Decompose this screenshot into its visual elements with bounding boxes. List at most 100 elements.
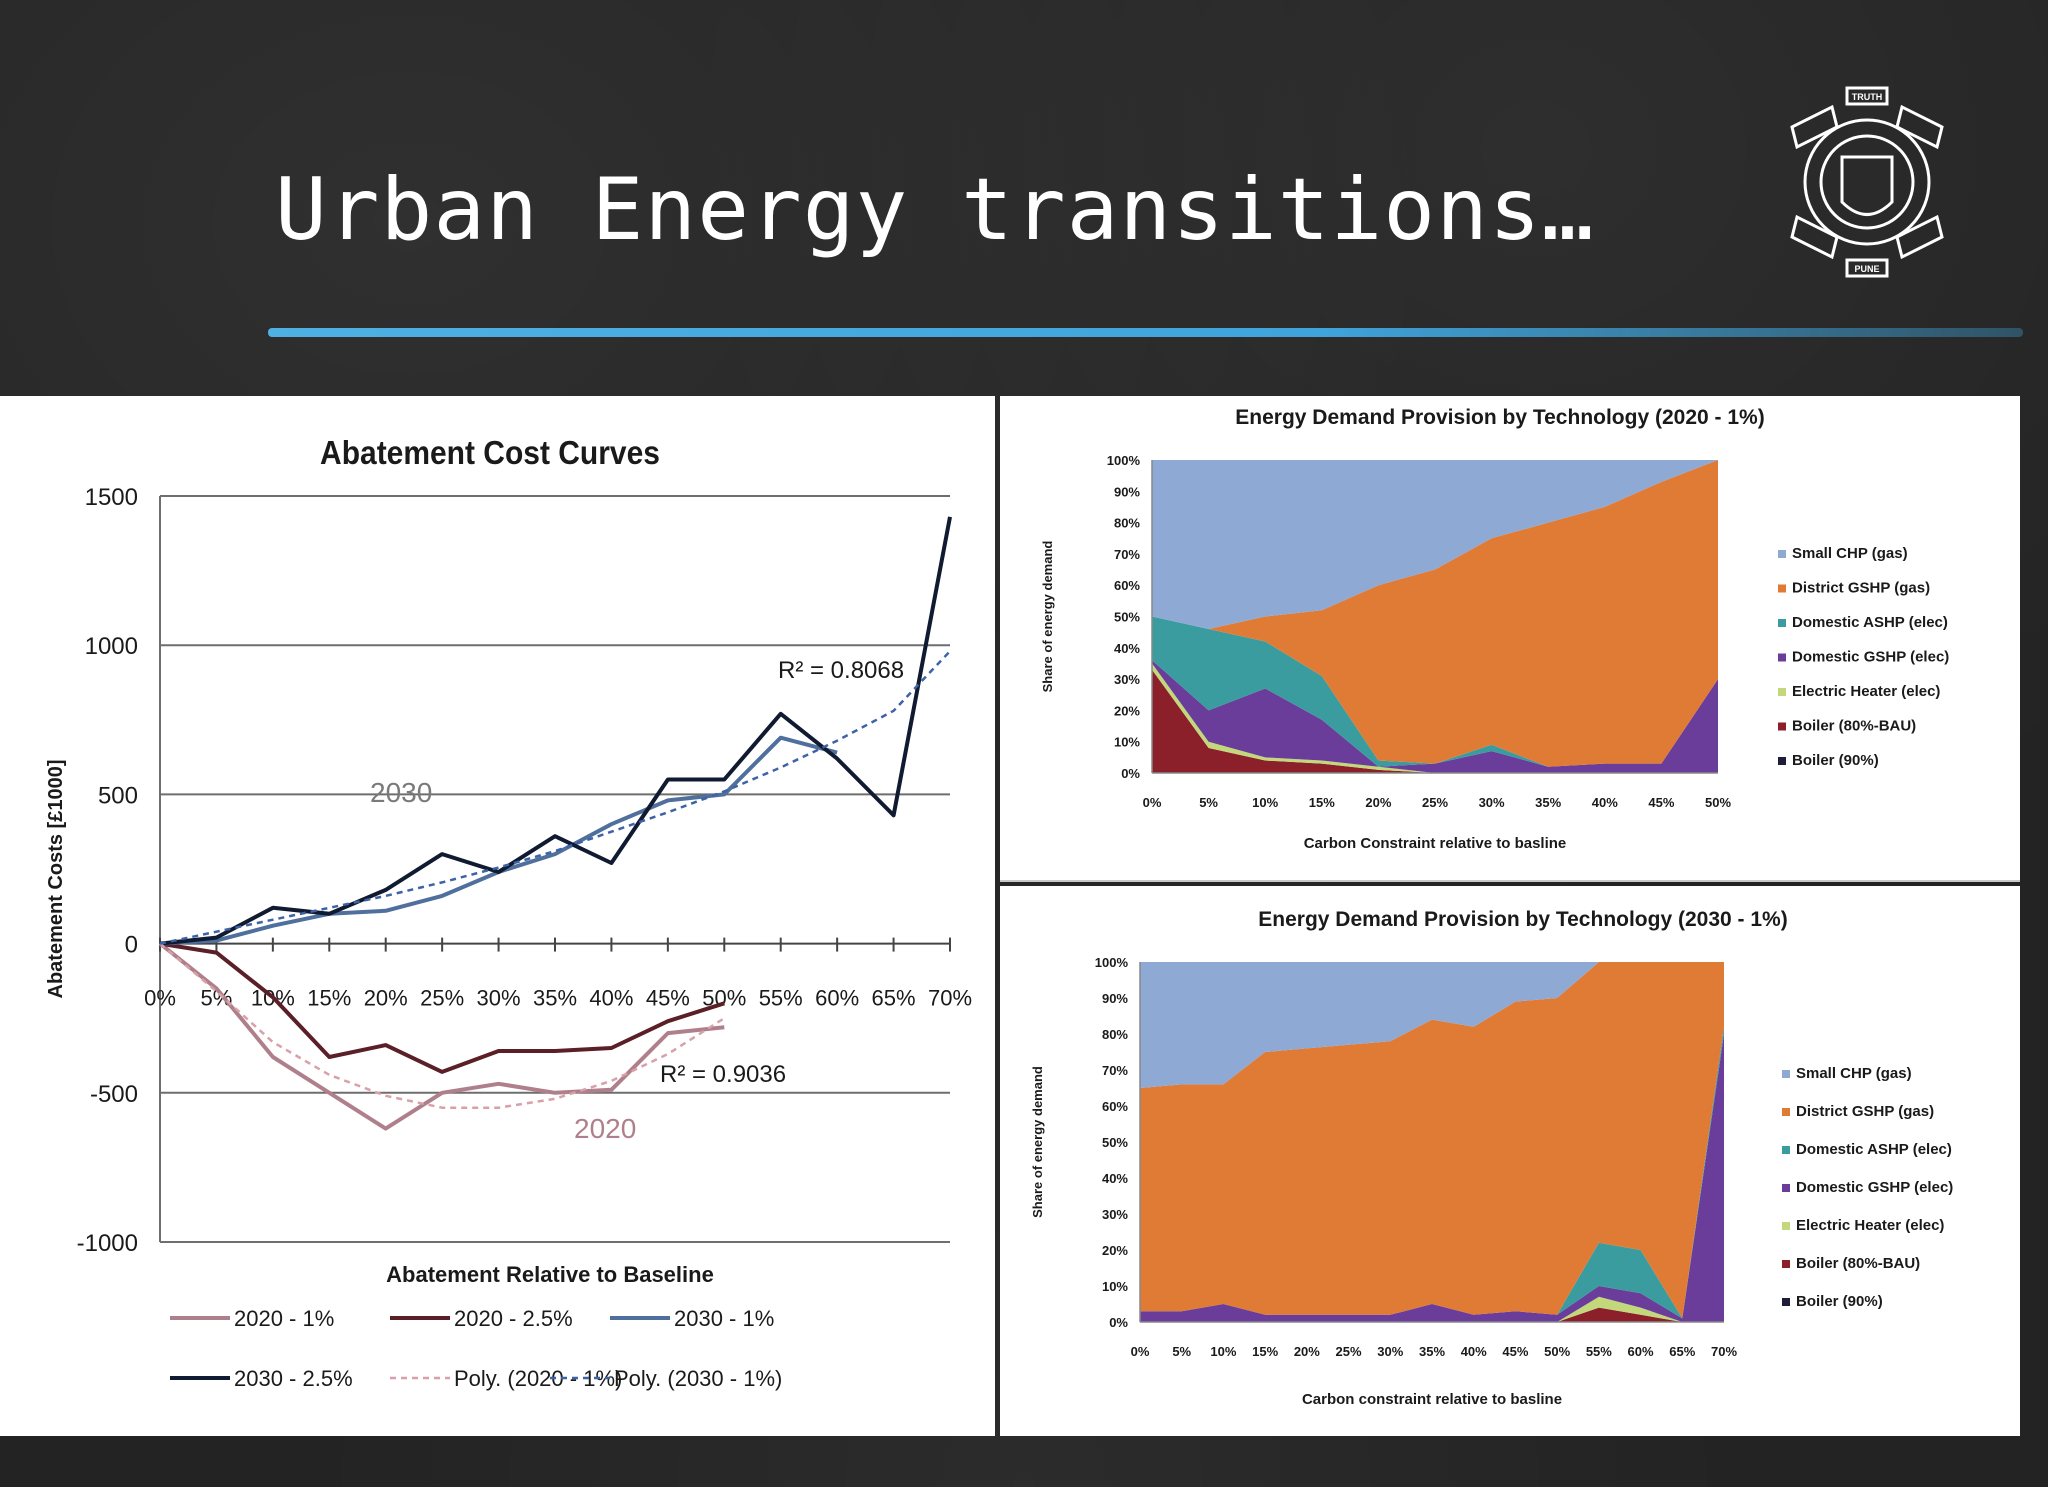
legend-swatch	[1778, 584, 1786, 593]
x-tick-label: 60%	[1628, 1344, 1654, 1359]
annotation-r2-2020: R² = 0.9036	[660, 1061, 786, 1088]
x-tick-label: 65%	[872, 986, 916, 1011]
y-tick-label: 1500	[85, 484, 138, 511]
legend-label: Boiler (80%-BAU)	[1796, 1255, 1920, 1272]
y-tick-label: 60%	[1102, 1099, 1128, 1114]
x-tick-label: 35%	[1419, 1344, 1445, 1359]
demand-2030-chart-panel: Energy Demand Provision by Technology (2…	[1000, 886, 2020, 1436]
y-tick-label: 40%	[1102, 1171, 1128, 1186]
abatement-cost-chart: Abatement Cost Curves 1500 1000 500 0 -500 -10…	[45, 434, 972, 1391]
series-line-0	[158, 942, 725, 1131]
x-tick-label: 10%	[1210, 1344, 1236, 1359]
demand-2030-chart: Energy Demand Provision by Technology (2…	[1030, 908, 1953, 1408]
y-tick-label: 0%	[1109, 1315, 1128, 1330]
legend-label: Domestic ASHP (elec)	[1792, 614, 1948, 631]
legend-swatch	[1782, 1298, 1790, 1306]
y-axis-label: Share of energy demand	[1030, 1066, 1045, 1218]
y-tick-label: -500	[90, 1081, 138, 1108]
legend-label: 2020 - 2.5%	[454, 1306, 573, 1331]
x-tick-label: 0%	[1143, 795, 1162, 810]
x-tick-label: 45%	[1648, 795, 1674, 810]
y-tick-label: 90%	[1102, 991, 1128, 1006]
x-tick-label: 5%	[1199, 795, 1218, 810]
y-tick-label: 80%	[1102, 1027, 1128, 1042]
y-tick-label: 20%	[1114, 703, 1140, 718]
x-tick-label: 20%	[364, 986, 408, 1011]
annotation-2030: 2030	[370, 777, 432, 808]
legend-label: Domestic GSHP (elec)	[1796, 1179, 1953, 1196]
x-tick-label: 60%	[815, 986, 859, 1011]
series-line-3	[159, 516, 952, 946]
x-tick-label: 40%	[589, 986, 633, 1011]
x-tick-label: 30%	[477, 986, 521, 1011]
legend-label: 2030 - 2.5%	[234, 1366, 353, 1391]
x-tick-label: 0%	[1131, 1344, 1150, 1359]
y-tick-label: 40%	[1114, 641, 1140, 656]
x-tick-label: 5%	[1172, 1344, 1191, 1359]
slide-title: Urban Energy transitions…	[275, 160, 1595, 260]
title-underline	[268, 328, 2023, 337]
legend-label: Boiler (80%-BAU)	[1792, 718, 1916, 735]
area-layer-3	[1152, 660, 1718, 773]
chart-title: Energy Demand Provision by Technology (2…	[1235, 406, 1764, 429]
y-tick-label: 1000	[85, 633, 138, 660]
x-tick-label: 45%	[1502, 1344, 1528, 1359]
crest-text-1: TRUTH	[1852, 92, 1883, 102]
x-tick-label: 50%	[1705, 795, 1731, 810]
legend-swatch	[1778, 619, 1786, 627]
legend-swatch	[1778, 757, 1786, 765]
legend-label: District GSHP (gas)	[1792, 580, 1930, 597]
legend-label: 2030 - 1%	[674, 1306, 774, 1331]
series-line-5	[159, 650, 951, 945]
x-tick-label: 70%	[1711, 1344, 1737, 1359]
y-axis-label: Share of energy demand	[1040, 541, 1055, 693]
y-tick-label: 100%	[1107, 453, 1141, 468]
y-axis-label: Abatement Costs [£1000]	[45, 760, 67, 999]
x-tick-label: 20%	[1294, 1344, 1320, 1359]
crest-text-6: PUNE	[1854, 264, 1879, 274]
college-crest-icon: TRUTH PUNE	[1790, 86, 1944, 278]
x-tick-label: 0%	[144, 986, 176, 1011]
legend-swatch	[1778, 653, 1786, 662]
y-tick-label: 10%	[1102, 1279, 1128, 1294]
demand-2020-chart: Energy Demand Provision by Technology (2…	[1040, 406, 1949, 852]
x-axis-label: Carbon Constraint relative to basline	[1304, 835, 1567, 852]
y-tick-label: 60%	[1114, 578, 1140, 593]
chart-title: Abatement Cost Curves	[320, 434, 660, 472]
legend-swatch	[1778, 550, 1786, 558]
y-tick-label: 50%	[1102, 1135, 1128, 1150]
area-layer-6	[1152, 460, 1718, 629]
x-tick-label: 25%	[1336, 1344, 1362, 1359]
x-tick-label: 55%	[1586, 1344, 1612, 1359]
x-tick-label: 15%	[1309, 795, 1335, 810]
legend-swatch	[1782, 1184, 1790, 1192]
y-tick-label: 30%	[1102, 1207, 1128, 1222]
area-layer-1	[1140, 1307, 1724, 1322]
y-tick-label: 50%	[1114, 610, 1140, 625]
legend-label: 2020 - 1%	[234, 1306, 334, 1331]
legend-label: Boiler (90%)	[1792, 752, 1879, 769]
legend-label: Electric Heater (elec)	[1792, 683, 1940, 700]
legend-swatch	[1782, 1108, 1790, 1116]
x-tick-label: 50%	[1544, 1344, 1570, 1359]
y-tick-label: 80%	[1114, 516, 1140, 531]
legend-label: District GSHP (gas)	[1796, 1103, 1934, 1120]
y-tick-label: 70%	[1114, 547, 1140, 562]
y-tick-label: -1000	[77, 1230, 138, 1257]
abatement-cost-chart-panel: Abatement Cost Curves 1500 1000 500 0 -500 -10…	[0, 396, 995, 1436]
y-tick-label: 500	[98, 782, 138, 809]
area-layer-6	[1140, 962, 1724, 1088]
y-tick-label: 30%	[1114, 672, 1140, 687]
x-tick-label: 55%	[759, 986, 803, 1011]
x-tick-label: 70%	[928, 986, 972, 1011]
x-tick-label: 10%	[1252, 795, 1278, 810]
area-layer-5	[1152, 460, 1718, 767]
y-tick-label: 10%	[1114, 735, 1140, 750]
x-tick-label: 25%	[1422, 795, 1448, 810]
demand-2020-chart-panel: Energy Demand Provision by Technology (2…	[1000, 396, 2020, 882]
y-tick-label: 70%	[1102, 1063, 1128, 1078]
legend-label: Domestic GSHP (elec)	[1792, 649, 1949, 666]
y-tick-label: 100%	[1095, 955, 1129, 970]
area-layer-1	[1152, 669, 1718, 773]
y-tick-label: 0%	[1121, 766, 1140, 781]
